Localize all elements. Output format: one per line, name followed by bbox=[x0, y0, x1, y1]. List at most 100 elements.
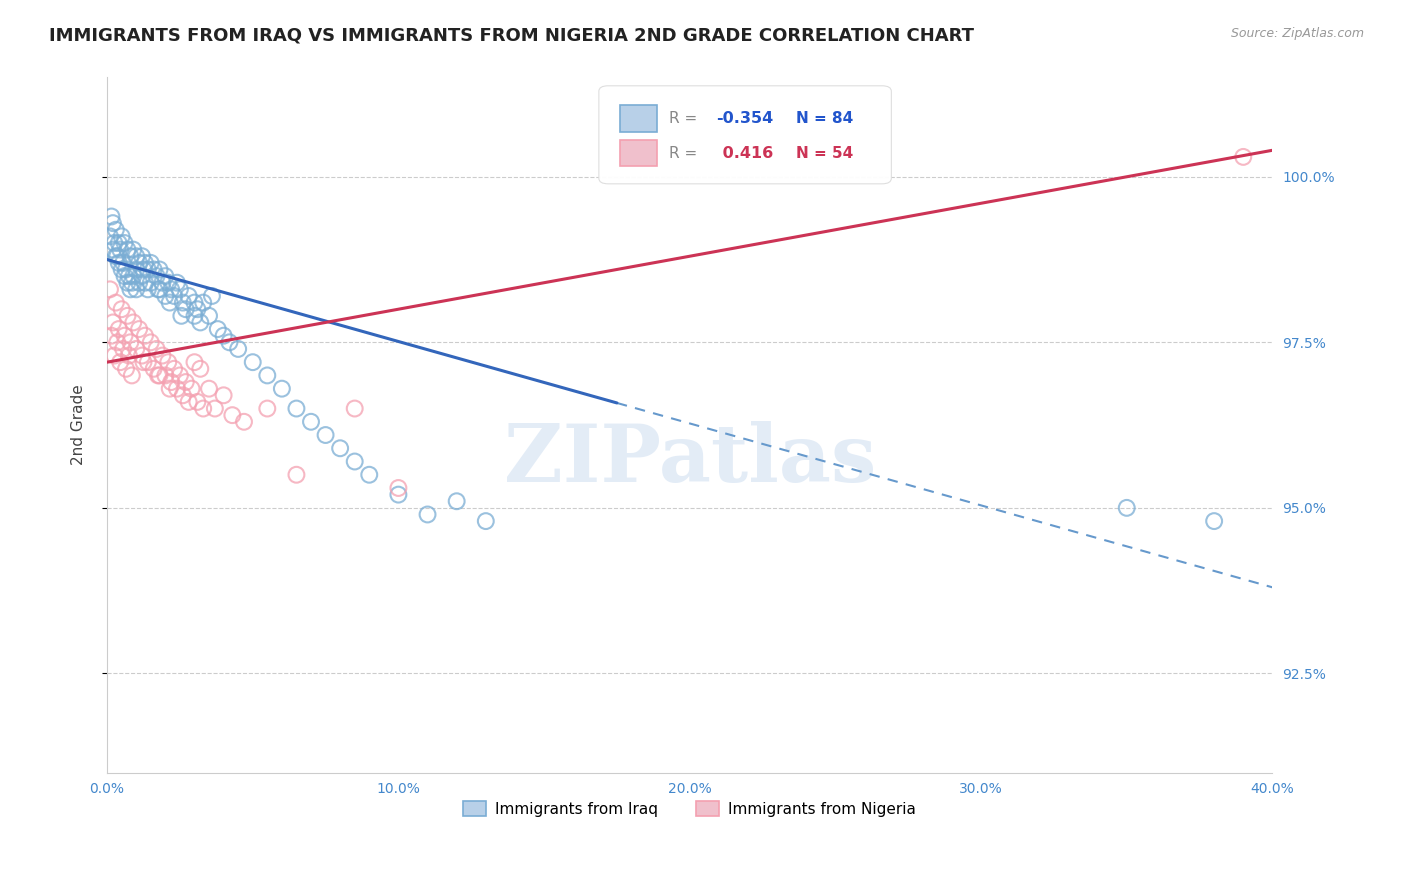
Point bbox=[152, 276, 174, 290]
Point bbox=[120, 282, 142, 296]
Point bbox=[157, 276, 180, 290]
Point bbox=[117, 276, 139, 290]
Point bbox=[108, 355, 131, 369]
Point bbox=[207, 322, 229, 336]
Point bbox=[186, 302, 208, 317]
Point bbox=[343, 454, 366, 468]
Point bbox=[122, 269, 145, 284]
Point bbox=[299, 415, 322, 429]
Point bbox=[387, 488, 409, 502]
Point bbox=[139, 276, 162, 290]
Point bbox=[359, 467, 381, 482]
Point bbox=[132, 355, 155, 369]
Point bbox=[221, 408, 243, 422]
Point bbox=[142, 262, 165, 277]
Point bbox=[131, 349, 153, 363]
Point bbox=[104, 223, 127, 237]
Point bbox=[134, 328, 156, 343]
Point bbox=[104, 249, 127, 263]
Text: N = 54: N = 54 bbox=[796, 145, 853, 161]
FancyBboxPatch shape bbox=[599, 86, 891, 184]
Point bbox=[193, 401, 215, 416]
Point bbox=[136, 282, 159, 296]
Point bbox=[160, 282, 183, 296]
Point bbox=[146, 368, 169, 383]
Point bbox=[145, 269, 167, 284]
Point bbox=[475, 514, 498, 528]
Point bbox=[107, 322, 129, 336]
Point bbox=[136, 262, 159, 277]
Point bbox=[122, 315, 145, 329]
Point bbox=[121, 368, 143, 383]
Point bbox=[1204, 514, 1226, 528]
Point bbox=[169, 368, 191, 383]
Point bbox=[387, 481, 409, 495]
Point bbox=[169, 282, 191, 296]
Point bbox=[188, 315, 211, 329]
Point bbox=[118, 349, 141, 363]
Point bbox=[285, 467, 308, 482]
Point bbox=[177, 395, 200, 409]
Point bbox=[134, 276, 156, 290]
Point bbox=[256, 368, 278, 383]
Point bbox=[193, 295, 215, 310]
Point bbox=[155, 289, 177, 303]
Text: R =: R = bbox=[669, 111, 697, 126]
Point bbox=[114, 328, 136, 343]
Point bbox=[112, 342, 135, 356]
Point bbox=[125, 249, 148, 263]
Point bbox=[98, 282, 121, 296]
Text: Source: ZipAtlas.com: Source: ZipAtlas.com bbox=[1230, 27, 1364, 40]
Point bbox=[157, 355, 180, 369]
Point bbox=[170, 309, 193, 323]
Point bbox=[174, 375, 197, 389]
Point bbox=[103, 235, 125, 250]
Point bbox=[122, 243, 145, 257]
Point bbox=[159, 382, 181, 396]
Point bbox=[107, 256, 129, 270]
Point bbox=[101, 243, 124, 257]
Point bbox=[145, 342, 167, 356]
Point bbox=[146, 282, 169, 296]
Point bbox=[233, 415, 256, 429]
Point bbox=[212, 328, 235, 343]
Point bbox=[108, 243, 131, 257]
Point bbox=[155, 368, 177, 383]
Point bbox=[134, 256, 156, 270]
Point bbox=[148, 368, 170, 383]
Point bbox=[1115, 500, 1137, 515]
Point bbox=[180, 382, 202, 396]
Point bbox=[446, 494, 468, 508]
Point bbox=[125, 282, 148, 296]
Point bbox=[204, 401, 226, 416]
Point bbox=[329, 442, 352, 456]
Point bbox=[111, 229, 134, 244]
Point bbox=[142, 361, 165, 376]
Point bbox=[343, 401, 366, 416]
Point bbox=[148, 262, 170, 277]
Point bbox=[128, 276, 150, 290]
Text: N = 84: N = 84 bbox=[796, 111, 853, 126]
Point bbox=[125, 262, 148, 277]
Point bbox=[177, 289, 200, 303]
Point bbox=[172, 295, 194, 310]
Point bbox=[132, 262, 155, 277]
Point bbox=[198, 309, 221, 323]
Point bbox=[285, 401, 308, 416]
Point bbox=[128, 322, 150, 336]
Point bbox=[112, 256, 135, 270]
Point bbox=[166, 276, 188, 290]
Point bbox=[198, 382, 221, 396]
Point bbox=[101, 315, 124, 329]
Point bbox=[183, 355, 205, 369]
Point bbox=[111, 262, 134, 277]
Point bbox=[188, 361, 211, 376]
Point bbox=[105, 249, 128, 263]
Point bbox=[136, 355, 159, 369]
Point bbox=[120, 249, 142, 263]
Point bbox=[125, 342, 148, 356]
Point bbox=[163, 361, 186, 376]
Point bbox=[183, 309, 205, 323]
Point bbox=[183, 295, 205, 310]
Point bbox=[114, 235, 136, 250]
